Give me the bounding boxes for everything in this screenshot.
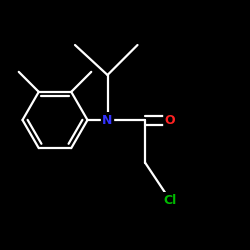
Text: N: N [102,114,113,126]
Text: O: O [165,114,175,126]
Text: Cl: Cl [164,194,176,206]
